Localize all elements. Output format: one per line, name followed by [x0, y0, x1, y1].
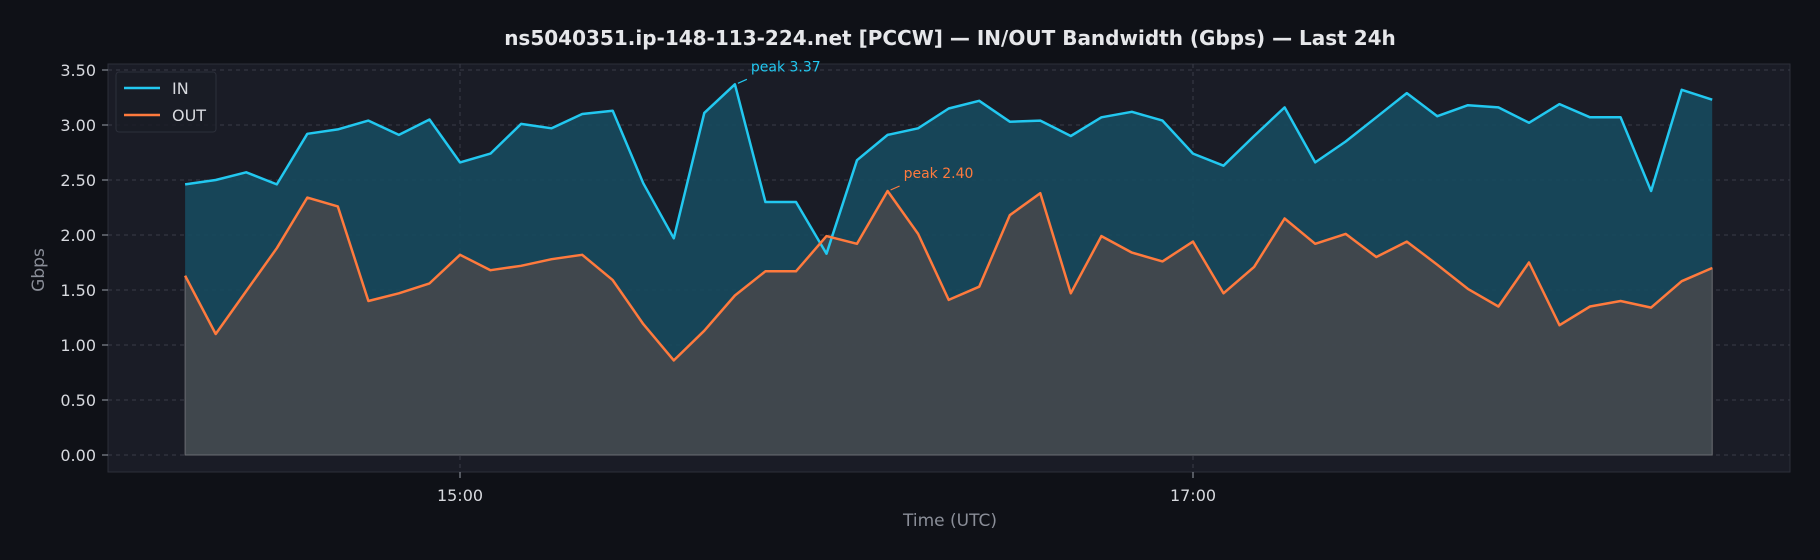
y-tick-label: 0.50: [60, 391, 96, 410]
x-axis-label: Time (UTC): [902, 511, 997, 531]
y-tick-label: 2.00: [60, 226, 96, 245]
y-axis-label: Gbps: [29, 248, 49, 292]
series-line-out: [183, 189, 1713, 362]
x-axis: 15:00 17:00: [437, 472, 1216, 505]
series-lines: [183, 83, 1713, 362]
y-tick-label: 2.50: [60, 171, 96, 190]
legend-label-out: OUT: [172, 106, 206, 125]
annotation-label: peak 3.37: [751, 59, 821, 75]
y-tick-label: 3.00: [60, 116, 96, 135]
y-tick-label: 1.00: [60, 336, 96, 355]
annotation-pointer: [737, 78, 748, 84]
y-tick-label: 3.50: [60, 61, 96, 80]
y-tick-label: 0.00: [60, 446, 96, 465]
x-tick-label: 15:00: [437, 486, 483, 505]
y-axis: 0.00 0.50 1.00 1.50 2.00 2.50 3.00 3.50: [60, 61, 108, 465]
annotation-pointer: [890, 185, 900, 191]
annotation-label: peak 2.40: [904, 166, 974, 182]
y-tick-label: 1.50: [60, 281, 96, 300]
x-tick-label: 17:00: [1170, 486, 1216, 505]
chart-title: ns5040351.ip-148-113-224.net [PCCW] — IN…: [504, 26, 1396, 50]
area-fills: [184, 84, 1713, 456]
annotations: peak 3.37 peak 2.40: [737, 59, 974, 191]
legend-label-in: IN: [172, 79, 189, 98]
series-line-in: [184, 83, 1713, 255]
legend: IN OUT: [115, 71, 217, 133]
